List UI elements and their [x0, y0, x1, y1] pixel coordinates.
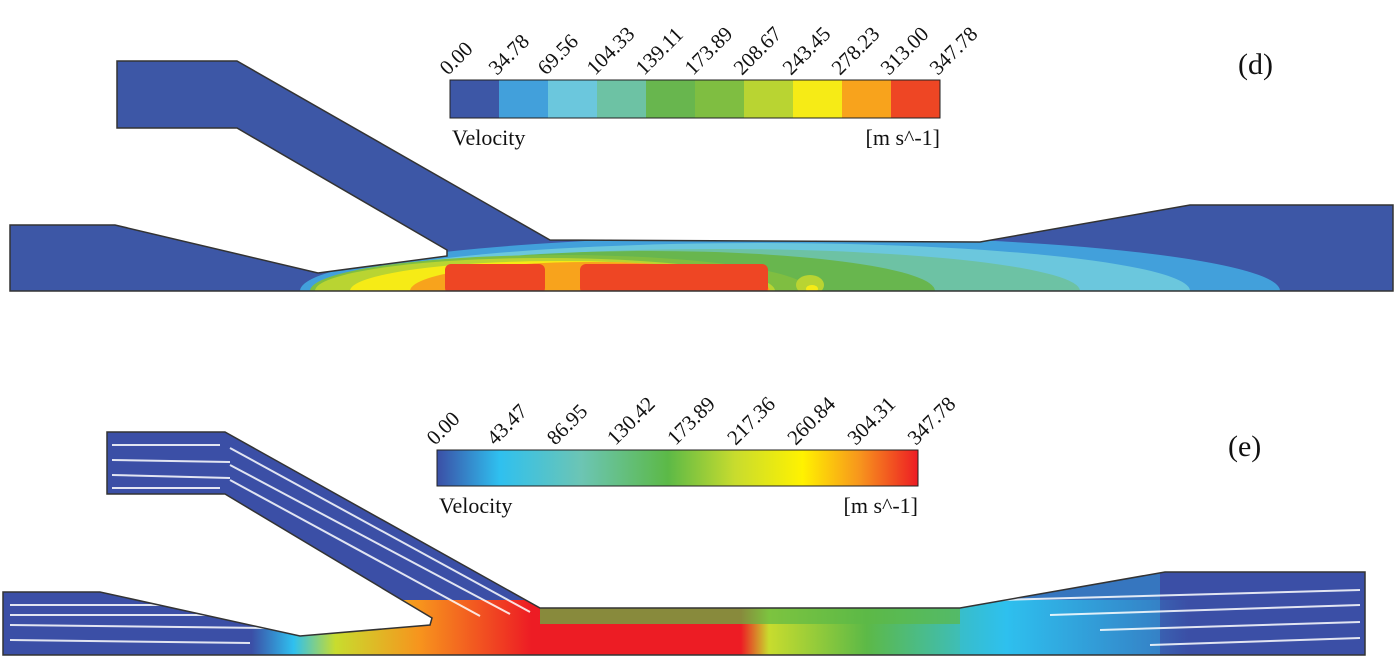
- legend-d-swatch: [793, 80, 843, 118]
- legend-e-title: Velocity: [439, 493, 512, 518]
- legend-e-tick: 130.42: [602, 392, 660, 450]
- legend-e-tick: 43.47: [482, 399, 532, 449]
- legend-d-swatch: [597, 80, 647, 118]
- legend-d-tick: 104.33: [582, 22, 640, 80]
- panel-label-e: (e): [1228, 430, 1261, 463]
- legend-d-swatch: [499, 80, 549, 118]
- panel-label-d: (d): [1238, 48, 1273, 81]
- legend-e-unit: [m s^-1]: [844, 493, 918, 518]
- legend-d-swatch: [842, 80, 892, 118]
- legend-d-tick: 243.45: [778, 22, 836, 80]
- legend-d-tick: 34.78: [484, 29, 534, 79]
- legend-d-tick: 208.67: [729, 22, 787, 80]
- legend-d-frame: [449, 79, 941, 119]
- legend-d-tick: 69.56: [533, 29, 583, 79]
- legend-d-tick: 139.11: [631, 22, 688, 79]
- legend-d-tick: 0.00: [435, 37, 478, 80]
- legend-e-tick: 0.00: [422, 407, 465, 450]
- legend-e-tick: 304.31: [842, 392, 900, 450]
- legend-d-title: Velocity: [452, 125, 525, 150]
- legend-d-swatch: [744, 80, 794, 118]
- legend-e-tick: 347.78: [903, 392, 961, 450]
- legend-e-tick: 260.84: [782, 391, 840, 449]
- legend-d-tick: 313.00: [876, 22, 934, 80]
- legend-d-swatch: [695, 80, 745, 118]
- legend-d: 0.00 34.7869.56104.33139.11173.89208.6724…: [435, 22, 983, 119]
- legend-d-swatch: [891, 80, 941, 118]
- legend-d-swatch: [450, 80, 500, 118]
- legend-e: 0.00 43.47 86.95 130.42 173.89 217.36 260.84 30…: [422, 391, 961, 487]
- legend-e-tick: 173.89: [662, 392, 720, 450]
- legend-d-tick: 173.89: [680, 22, 738, 80]
- legend-d-unit: [m s^-1]: [866, 125, 940, 150]
- legend-e-tick: 86.95: [542, 399, 592, 449]
- legend-d-tick: 347.78: [925, 22, 983, 80]
- legend-d-swatch: [646, 80, 696, 118]
- legend-d-swatch: [548, 80, 598, 118]
- legend-e-tick: 217.36: [722, 392, 780, 450]
- legend-e-colorbar: [436, 449, 919, 487]
- legend-d-tick: 278.23: [827, 22, 885, 80]
